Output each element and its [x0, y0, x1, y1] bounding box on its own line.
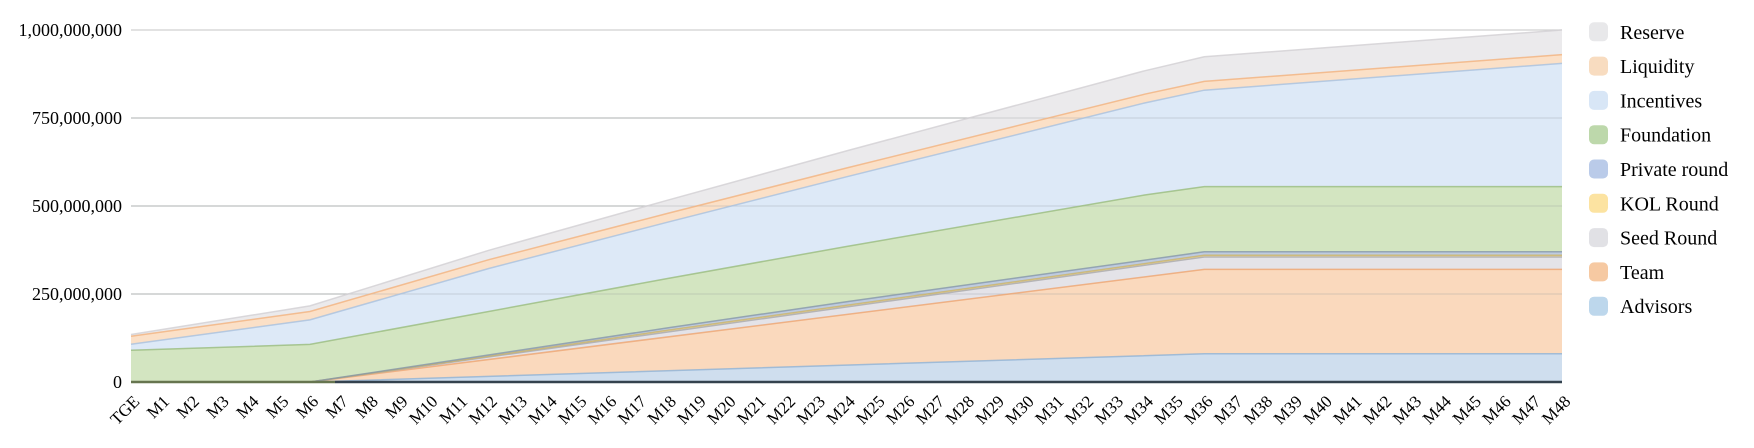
svg-text:Incentives: Incentives — [1620, 90, 1702, 112]
svg-text:Team: Team — [1620, 262, 1665, 284]
svg-text:0: 0 — [113, 372, 122, 392]
svg-text:750,000,000: 750,000,000 — [32, 108, 122, 128]
svg-text:Foundation: Foundation — [1620, 125, 1711, 147]
svg-text:Private round: Private round — [1620, 159, 1728, 181]
svg-text:KOL Round: KOL Round — [1620, 193, 1719, 215]
svg-text:500,000,000: 500,000,000 — [32, 196, 122, 216]
svg-text:1,000,000,000: 1,000,000,000 — [19, 20, 123, 40]
svg-text:Liquidity: Liquidity — [1620, 56, 1694, 78]
svg-text:Reserve: Reserve — [1620, 22, 1685, 44]
svg-text:Seed Round: Seed Round — [1620, 228, 1717, 250]
svg-text:Advisors: Advisors — [1620, 296, 1692, 318]
svg-text:250,000,000: 250,000,000 — [32, 284, 122, 304]
